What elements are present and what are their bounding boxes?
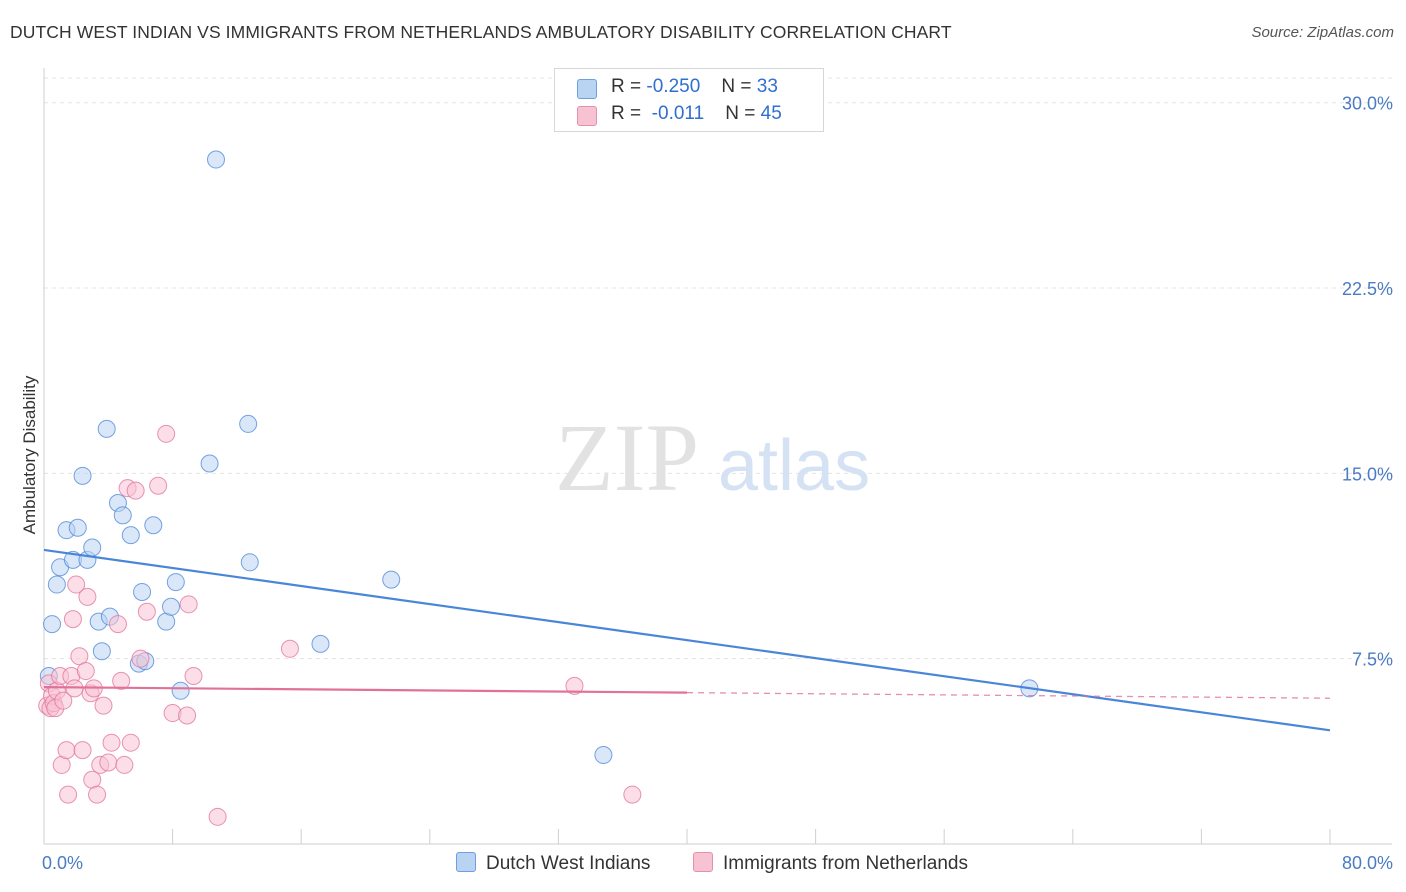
trendline-immigrants-netherlands-dashed bbox=[686, 692, 1331, 699]
trendline-immigrants-netherlands bbox=[43, 685, 688, 694]
point-immigrants-netherlands bbox=[94, 696, 113, 715]
x-tick-label: 80.0% bbox=[1342, 853, 1393, 873]
point-immigrants-netherlands bbox=[108, 615, 127, 634]
point-immigrants-netherlands bbox=[99, 753, 118, 772]
point-dutch-west-indians bbox=[207, 150, 226, 169]
point-dutch-west-indians bbox=[144, 516, 163, 535]
r-value: -0.011 bbox=[651, 103, 705, 124]
point-immigrants-netherlands bbox=[54, 691, 73, 710]
point-dutch-west-indians bbox=[200, 454, 219, 473]
point-immigrants-netherlands bbox=[149, 476, 168, 495]
point-dutch-west-indians bbox=[68, 518, 87, 537]
point-dutch-west-indians bbox=[239, 414, 258, 433]
point-dutch-west-indians bbox=[171, 681, 190, 700]
series-legend-dutch-west-indians: Dutch West Indians bbox=[456, 852, 650, 875]
point-immigrants-netherlands bbox=[73, 741, 92, 760]
chart-title: DUTCH WEST INDIAN VS IMMIGRANTS FROM NET… bbox=[10, 22, 952, 42]
point-immigrants-netherlands bbox=[63, 610, 82, 629]
x-tick-label: 0.0% bbox=[42, 853, 83, 873]
point-immigrants-netherlands bbox=[78, 587, 97, 606]
point-dutch-west-indians bbox=[43, 615, 62, 634]
series-swatch-blue bbox=[456, 852, 476, 872]
r-label: R = bbox=[611, 103, 642, 124]
r-label: R = bbox=[611, 76, 642, 97]
point-immigrants-netherlands bbox=[179, 595, 198, 614]
point-immigrants-netherlands bbox=[121, 733, 140, 752]
point-dutch-west-indians bbox=[166, 573, 185, 592]
source-label: Source: ZipAtlas.com bbox=[1251, 24, 1394, 41]
point-dutch-west-indians bbox=[121, 526, 140, 545]
series-name: Immigrants from Netherlands bbox=[723, 853, 968, 874]
n-label: N = bbox=[721, 76, 752, 97]
point-immigrants-netherlands bbox=[184, 666, 203, 685]
y-tick-labels: 7.5% 15.0% 22.5% 30.0% bbox=[1342, 94, 1393, 670]
point-immigrants-netherlands bbox=[623, 785, 642, 804]
y-tick-label: 30.0% bbox=[1342, 94, 1393, 114]
point-immigrants-netherlands bbox=[57, 741, 76, 760]
point-dutch-west-indians bbox=[161, 597, 180, 616]
point-dutch-west-indians bbox=[73, 466, 92, 485]
r-value: -0.250 bbox=[646, 76, 701, 97]
n-value: 45 bbox=[760, 103, 782, 124]
watermark: ZIP atlas bbox=[555, 404, 870, 511]
series-legend-immigrants-netherlands: Immigrants from Netherlands bbox=[693, 852, 968, 875]
series-swatch-pink bbox=[693, 852, 713, 872]
grid-lines bbox=[44, 77, 1392, 660]
point-immigrants-netherlands bbox=[565, 676, 584, 695]
point-immigrants-netherlands bbox=[280, 639, 299, 658]
point-immigrants-netherlands bbox=[178, 706, 197, 725]
n-label: N = bbox=[725, 103, 756, 124]
point-immigrants-netherlands bbox=[67, 575, 86, 594]
data-points bbox=[38, 150, 1039, 826]
point-dutch-west-indians bbox=[97, 419, 116, 438]
watermark-atlas: atlas bbox=[718, 426, 870, 506]
point-immigrants-netherlands bbox=[102, 733, 121, 752]
point-immigrants-netherlands bbox=[126, 481, 145, 500]
point-dutch-west-indians bbox=[240, 553, 259, 572]
point-dutch-west-indians bbox=[113, 506, 132, 525]
point-immigrants-netherlands bbox=[112, 671, 131, 690]
point-immigrants-netherlands bbox=[76, 662, 95, 681]
point-dutch-west-indians bbox=[83, 538, 102, 557]
legend-swatch-blue bbox=[577, 79, 597, 99]
point-dutch-west-indians bbox=[92, 642, 111, 661]
point-immigrants-netherlands bbox=[137, 602, 156, 621]
y-axis-label: Ambulatory Disability bbox=[20, 375, 39, 534]
n-value: 33 bbox=[756, 76, 778, 97]
series-name: Dutch West Indians bbox=[486, 853, 651, 874]
point-immigrants-netherlands bbox=[131, 649, 150, 668]
axes bbox=[43, 68, 1392, 845]
point-immigrants-netherlands bbox=[157, 424, 176, 443]
point-dutch-west-indians bbox=[47, 575, 66, 594]
y-tick-label: 22.5% bbox=[1342, 279, 1393, 299]
legend-swatch-pink bbox=[577, 106, 597, 126]
point-immigrants-netherlands bbox=[59, 785, 78, 804]
x-tick-labels: 0.0% 80.0% bbox=[42, 853, 1393, 873]
point-dutch-west-indians bbox=[133, 582, 152, 601]
point-immigrants-netherlands bbox=[88, 785, 107, 804]
point-dutch-west-indians bbox=[311, 634, 330, 653]
trendline-dutch-west-indians bbox=[43, 548, 1331, 732]
point-immigrants-netherlands bbox=[115, 755, 134, 774]
trend-lines bbox=[43, 548, 1331, 732]
y-tick-label: 15.0% bbox=[1342, 464, 1393, 484]
point-dutch-west-indians bbox=[382, 570, 401, 589]
point-dutch-west-indians bbox=[594, 746, 613, 765]
y-tick-label: 7.5% bbox=[1352, 650, 1393, 670]
stats-legend: R = -0.250 N = 33 R = -0.011 N = 45 bbox=[554, 68, 824, 132]
watermark-zip: ZIP bbox=[555, 404, 699, 511]
point-immigrants-netherlands bbox=[208, 807, 227, 826]
point-immigrants-netherlands bbox=[70, 647, 89, 666]
